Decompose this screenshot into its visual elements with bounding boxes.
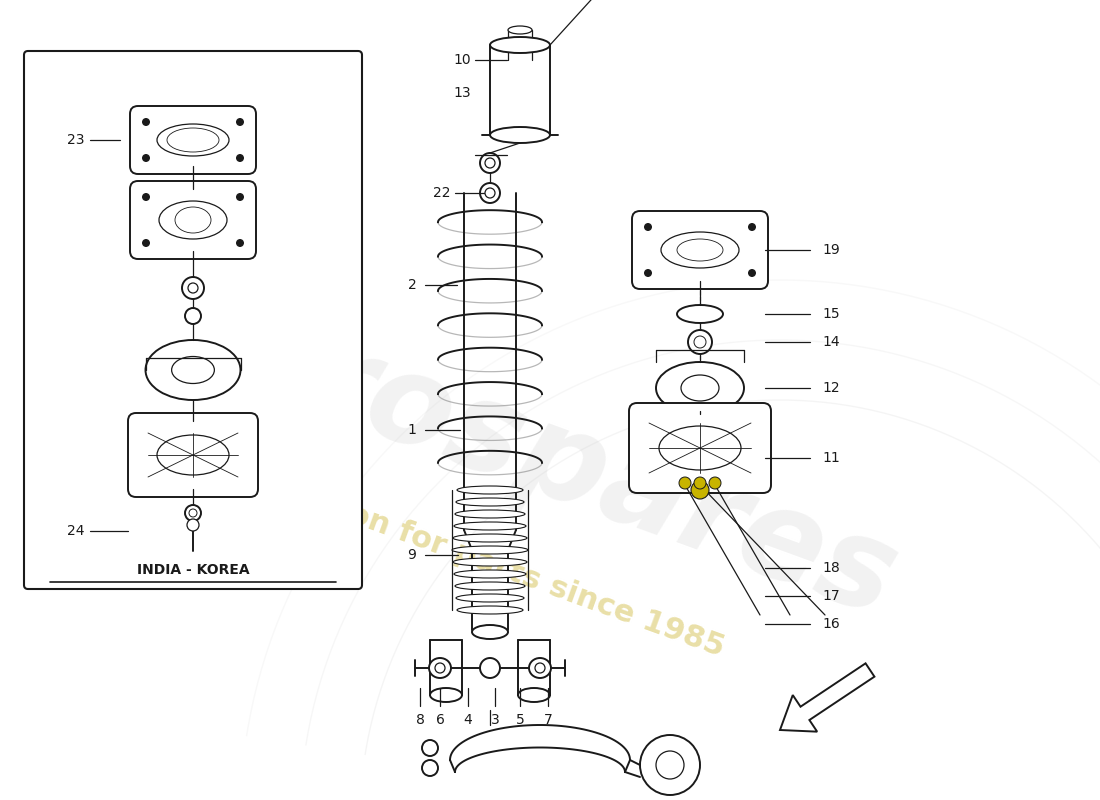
Text: a passion for parts since 1985: a passion for parts since 1985 (231, 458, 728, 662)
Circle shape (142, 193, 150, 201)
Circle shape (694, 477, 706, 489)
Circle shape (236, 193, 244, 201)
Text: 16: 16 (822, 617, 839, 631)
Text: 8: 8 (416, 713, 425, 727)
Text: 7: 7 (543, 713, 552, 727)
Circle shape (142, 239, 150, 247)
Ellipse shape (490, 127, 550, 143)
Ellipse shape (656, 362, 744, 414)
Ellipse shape (454, 522, 526, 530)
Circle shape (236, 239, 244, 247)
Text: 24: 24 (67, 524, 85, 538)
Text: 2: 2 (408, 278, 417, 292)
Ellipse shape (429, 658, 451, 678)
Circle shape (142, 154, 150, 162)
Text: 11: 11 (822, 451, 839, 465)
Circle shape (485, 158, 495, 168)
Ellipse shape (145, 340, 241, 400)
Circle shape (644, 223, 652, 231)
Circle shape (644, 269, 652, 277)
Text: 3: 3 (491, 713, 499, 727)
Ellipse shape (456, 594, 524, 602)
FancyBboxPatch shape (130, 106, 256, 174)
Circle shape (748, 269, 756, 277)
Circle shape (422, 740, 438, 756)
Ellipse shape (480, 658, 501, 678)
Text: 23: 23 (67, 133, 85, 147)
Circle shape (188, 283, 198, 293)
Polygon shape (780, 663, 874, 732)
Circle shape (640, 735, 700, 795)
Text: 9: 9 (408, 548, 417, 562)
Circle shape (185, 505, 201, 521)
Ellipse shape (434, 663, 446, 673)
Circle shape (182, 277, 204, 299)
Text: 22: 22 (433, 186, 451, 200)
Ellipse shape (456, 486, 522, 494)
Circle shape (142, 118, 150, 126)
Text: 10: 10 (453, 53, 471, 67)
Circle shape (187, 519, 199, 531)
Ellipse shape (453, 558, 527, 566)
Ellipse shape (456, 498, 524, 506)
Text: 13: 13 (453, 86, 471, 100)
FancyBboxPatch shape (24, 51, 362, 589)
Circle shape (691, 481, 710, 499)
FancyBboxPatch shape (130, 181, 256, 259)
Circle shape (656, 751, 684, 779)
Circle shape (422, 760, 438, 776)
Ellipse shape (455, 582, 525, 590)
Text: eurospares: eurospares (128, 258, 912, 642)
Ellipse shape (456, 606, 522, 614)
Circle shape (236, 118, 244, 126)
Circle shape (710, 477, 720, 489)
FancyBboxPatch shape (632, 211, 768, 289)
Circle shape (236, 154, 244, 162)
FancyBboxPatch shape (128, 413, 258, 497)
Ellipse shape (535, 663, 544, 673)
Ellipse shape (490, 37, 550, 53)
Ellipse shape (472, 625, 508, 639)
Text: 14: 14 (822, 335, 839, 349)
Text: 5: 5 (516, 713, 525, 727)
Ellipse shape (508, 26, 532, 34)
Ellipse shape (518, 688, 550, 702)
Ellipse shape (454, 570, 526, 578)
Circle shape (480, 153, 501, 173)
Ellipse shape (430, 688, 462, 702)
Ellipse shape (455, 510, 525, 518)
Text: 18: 18 (822, 561, 839, 575)
FancyBboxPatch shape (629, 403, 771, 493)
Text: 4: 4 (463, 713, 472, 727)
Text: 17: 17 (822, 589, 839, 603)
Text: 12: 12 (822, 381, 839, 395)
Circle shape (688, 330, 712, 354)
Text: 15: 15 (822, 307, 839, 321)
Circle shape (185, 308, 201, 324)
Text: 1: 1 (408, 423, 417, 437)
Ellipse shape (453, 534, 527, 542)
Text: 6: 6 (436, 713, 444, 727)
Ellipse shape (529, 658, 551, 678)
Circle shape (485, 188, 495, 198)
Circle shape (480, 183, 501, 203)
Ellipse shape (676, 305, 723, 323)
Circle shape (748, 223, 756, 231)
Text: INDIA - KOREA: INDIA - KOREA (136, 563, 250, 577)
Circle shape (679, 477, 691, 489)
Ellipse shape (452, 546, 528, 554)
Text: 19: 19 (822, 243, 839, 257)
